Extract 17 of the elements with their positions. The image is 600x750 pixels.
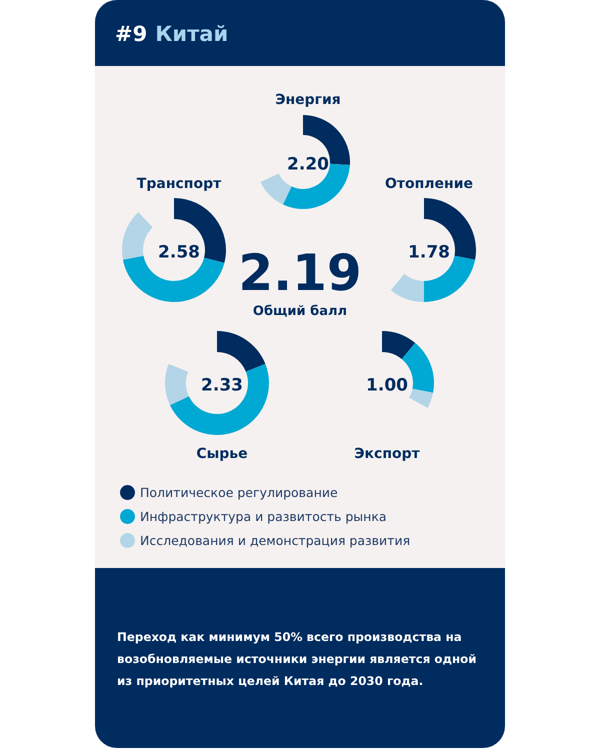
legend-label: Политическое регулирование (140, 485, 338, 500)
text: Сырье (196, 446, 248, 462)
text: #9 Китай (115, 22, 228, 46)
text: 2.58 (158, 242, 200, 262)
text: Переход как минимум 50% всего производства на возобновляемые источники энергии является одной из приоритетных целей Китая до 2030 года. (117, 629, 478, 690)
text: 1.00 (366, 376, 408, 396)
text: 1.78 (408, 242, 450, 262)
legend-label: Исследования и демонстрация развития (140, 533, 410, 548)
legend-label: Инфраструктура и развитость рынка (140, 509, 387, 524)
chart-title: Энергия (275, 92, 341, 108)
text: Общий балл (252, 304, 348, 319)
text: Экспорт (354, 446, 421, 462)
text: 2.20 (287, 154, 330, 174)
text: 2.33 (201, 376, 243, 396)
text: 2.19 (238, 244, 362, 302)
chart-title: Транспорт (136, 176, 222, 192)
chart-title: Отопление (384, 176, 474, 192)
